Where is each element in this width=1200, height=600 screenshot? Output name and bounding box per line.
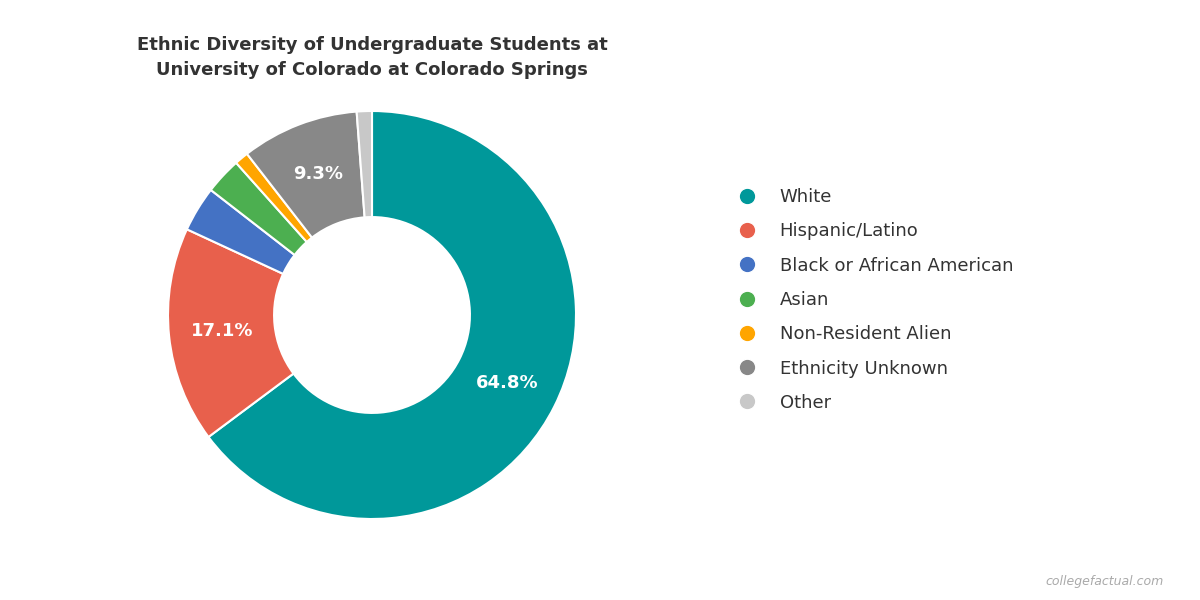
Wedge shape	[247, 112, 365, 238]
Wedge shape	[211, 163, 307, 255]
Wedge shape	[168, 229, 294, 437]
Text: Ethnic Diversity of Undergraduate Students at
University of Colorado at Colorado: Ethnic Diversity of Undergraduate Studen…	[137, 36, 607, 79]
Text: 9.3%: 9.3%	[293, 165, 343, 183]
Text: 17.1%: 17.1%	[191, 322, 253, 340]
Legend: White, Hispanic/Latino, Black or African American, Asian, Non-Resident Alien, Et: White, Hispanic/Latino, Black or African…	[730, 188, 1013, 412]
Wedge shape	[209, 111, 576, 519]
Text: collegefactual.com: collegefactual.com	[1045, 575, 1164, 588]
Wedge shape	[356, 111, 372, 217]
Wedge shape	[236, 154, 312, 242]
Wedge shape	[187, 190, 295, 274]
Text: 64.8%: 64.8%	[475, 374, 539, 392]
